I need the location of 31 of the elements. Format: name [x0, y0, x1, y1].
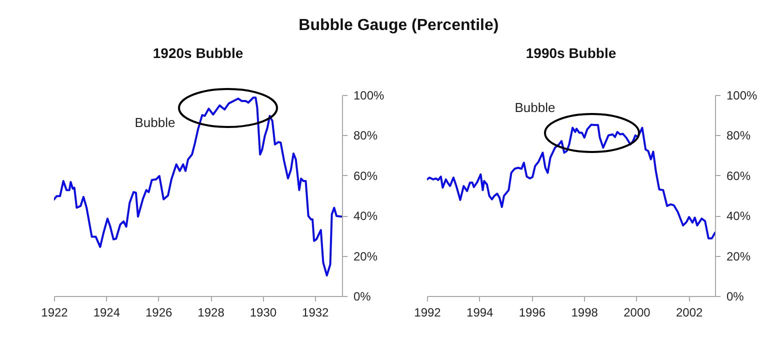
y-tick-label: 20% [354, 249, 378, 264]
x-tick-label: 1996 [518, 306, 546, 320]
annotation: Bubble [134, 115, 176, 130]
y-tick-label: 0% [354, 290, 372, 304]
line-series [54, 96, 342, 276]
x-tick-label: 1992 [414, 306, 442, 320]
y-tick-label: 100% [354, 88, 385, 102]
x-tick-label: 1924 [93, 306, 120, 320]
y-tick-label: 0% [726, 290, 744, 304]
x-tick-label: 1930 [250, 306, 277, 320]
y-tick-label: 20% [726, 249, 751, 264]
x-tick-label: 2002 [676, 306, 703, 320]
x-tick-label: 1932 [302, 306, 330, 320]
x-tick-label: 1994 [466, 306, 494, 320]
x-tick-label: 1926 [145, 306, 173, 320]
y-tick-label: 40% [354, 209, 378, 224]
chart-title: 1990s Bubble [526, 45, 616, 61]
x-tick-label: 1928 [198, 306, 225, 320]
x-tick-label: 1998 [571, 306, 598, 320]
y-tick-label: 100% [726, 88, 758, 102]
y-tick-label: 80% [726, 128, 751, 143]
text: Bubble Gauge (Percentile) [298, 17, 499, 34]
line-series [427, 124, 715, 240]
x-tick-label: 1922 [41, 306, 68, 320]
y-tick-label: 80% [354, 128, 378, 143]
x-tick-label: 2000 [624, 306, 651, 320]
annotation: Bubble [514, 100, 556, 115]
y-tick-label: 40% [726, 209, 751, 224]
chart-subtitle: 1920s Bubble [152, 45, 244, 61]
y-tick-label: 60% [726, 168, 751, 183]
y-tick-label: 60% [354, 168, 378, 183]
